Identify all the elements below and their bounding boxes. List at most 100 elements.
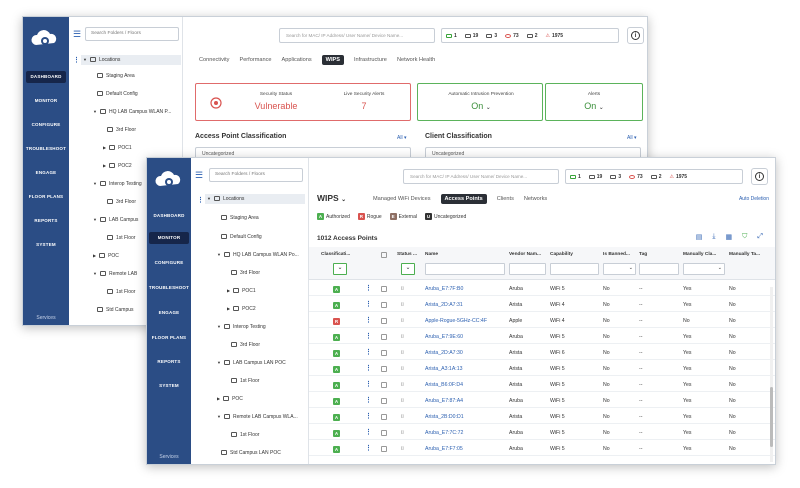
table-row[interactable]: A ⋮ ⌷ Arista_2B:D0:D1 Arista WiFi 5 No -- Yes No bbox=[309, 411, 775, 424]
ap-name-link[interactable]: Arista_2B:D0:D1 bbox=[425, 414, 464, 420]
row-checkbox[interactable] bbox=[381, 286, 387, 292]
nav-monitor[interactable]: MONITOR bbox=[34, 98, 58, 103]
row-menu-icon[interactable]: ⋮ bbox=[365, 445, 372, 452]
tree-node[interactable]: ▼ HQ LAB Campus WLAN P... bbox=[93, 109, 172, 115]
tree-node[interactable]: ▶ POC1 bbox=[227, 288, 256, 294]
row-menu-icon[interactable]: ⋮ bbox=[365, 349, 372, 356]
nav-floor-plans[interactable]: FLOOR PLANS bbox=[28, 194, 64, 199]
ap-name-link[interactable]: Aruba_E7:F7:05 bbox=[425, 446, 463, 452]
row-checkbox[interactable] bbox=[381, 334, 387, 340]
auto-deletion-link[interactable]: Auto Deletion bbox=[738, 196, 769, 202]
tree-node[interactable]: ▶ POC2 bbox=[103, 163, 132, 169]
tab-networks[interactable]: Networks bbox=[523, 196, 548, 202]
stat-threats[interactable]: 73 bbox=[505, 33, 519, 39]
row-menu-icon[interactable]: ⋮ bbox=[365, 429, 372, 436]
nav-configure[interactable]: CONFIGURE bbox=[31, 122, 61, 127]
ap-all-dropdown[interactable]: All ▾ bbox=[397, 135, 407, 141]
column-manually-classified[interactable]: Manually Cla... bbox=[683, 252, 717, 257]
client-all-dropdown[interactable]: All ▾ bbox=[627, 135, 637, 141]
ap-name-link[interactable]: Aruba_E7:7F:B0 bbox=[425, 286, 464, 292]
column-classification[interactable]: Classificati... bbox=[321, 252, 351, 257]
column-manually-tagged[interactable]: Manually Ta... bbox=[729, 252, 761, 257]
name-filter-input[interactable] bbox=[425, 263, 505, 275]
tree-node[interactable]: 1st Floor bbox=[231, 432, 259, 438]
ap-name-link[interactable]: Arista_2D:A7:30 bbox=[425, 350, 463, 356]
nav-reports[interactable]: REPORTS bbox=[34, 218, 58, 223]
table-row[interactable]: A ⋮ ⌷ Arista_2D:A7:30 Arista WiFi 6 No -- Yes No bbox=[309, 347, 775, 360]
nav-engage[interactable]: ENGAGE bbox=[35, 170, 57, 175]
tree-node[interactable]: Staging Area bbox=[97, 73, 135, 79]
nav-configure[interactable]: CONFIGURE bbox=[154, 260, 184, 265]
column-name[interactable]: Name bbox=[425, 252, 439, 257]
tree-node[interactable]: ▶ POC2 bbox=[227, 306, 256, 312]
services-link[interactable]: Services bbox=[159, 454, 179, 460]
stat-switches[interactable]: 19 bbox=[588, 174, 602, 180]
tab-connectivity[interactable]: Connectivity bbox=[199, 57, 230, 63]
row-checkbox[interactable] bbox=[381, 446, 387, 452]
table-row[interactable]: A ⋮ ⌷ Aruba_E7:87:A4 Aruba WiFi 5 No -- Yes No bbox=[309, 395, 775, 408]
nav-troubleshoot[interactable]: TROUBLESHOOT bbox=[148, 285, 190, 290]
folder-search-input[interactable]: Search Folders / Floors bbox=[85, 27, 179, 41]
tree-node[interactable]: ▶ POC bbox=[93, 253, 119, 259]
row-checkbox[interactable] bbox=[381, 414, 387, 420]
stat-servers[interactable]: 3 bbox=[610, 174, 621, 180]
table-row[interactable]: A ⋮ ⌷ Aruba_E7:7C:72 Aruba WiFi 5 No -- Yes No bbox=[309, 427, 775, 440]
tab-managed-wifi-devices[interactable]: Managed WiFi Devices bbox=[373, 196, 431, 202]
row-checkbox[interactable] bbox=[381, 382, 387, 388]
row-checkbox[interactable] bbox=[381, 398, 387, 404]
nav-monitor[interactable]: MONITOR bbox=[149, 232, 189, 244]
tab-network-health[interactable]: Network Health bbox=[396, 57, 436, 63]
stat-servers[interactable]: 3 bbox=[486, 33, 497, 39]
row-menu-icon[interactable]: ⋮ bbox=[365, 317, 372, 324]
tree-node[interactable]: Std Campus bbox=[97, 307, 134, 313]
columns-icon[interactable]: ▦ bbox=[725, 234, 733, 241]
info-button[interactable]: i bbox=[627, 27, 644, 44]
tree-node[interactable]: 1st Floor bbox=[231, 378, 259, 384]
column-tag[interactable]: Tag bbox=[639, 252, 648, 257]
tree-node[interactable]: ▼ Remote LAB bbox=[93, 271, 138, 277]
info-button[interactable]: i bbox=[751, 168, 768, 185]
tree-node[interactable]: 1st Floor bbox=[107, 235, 135, 241]
nav-engage[interactable]: ENGAGE bbox=[158, 310, 180, 315]
ap-name-link[interactable]: Aruba_E7:9E:60 bbox=[425, 334, 464, 340]
table-row[interactable]: A ⋮ ⌷ Aruba_E7:7F:B0 Aruba WiFi 5 No -- Yes No bbox=[309, 283, 775, 296]
tree-node-locations[interactable]: ▼ Locations bbox=[205, 194, 305, 204]
aip-toggle[interactable]: On ⌄ bbox=[471, 101, 491, 111]
column-status[interactable]: Status ... bbox=[397, 252, 417, 257]
nav-dashboard[interactable]: DASHBOARD bbox=[153, 213, 185, 218]
tree-node[interactable]: Default Config bbox=[221, 234, 262, 240]
row-menu-icon[interactable]: ⋮ bbox=[365, 285, 372, 292]
tab-infrastructure[interactable]: Infrastructure bbox=[353, 57, 387, 63]
capability-filter-input[interactable] bbox=[550, 263, 599, 275]
table-row[interactable]: A ⋮ ⌷ Arista_A3:1A:13 Arista WiFi 5 No -- Yes No bbox=[309, 363, 775, 376]
row-checkbox[interactable] bbox=[381, 430, 387, 436]
tree-node[interactable]: ▼ LAB Campus bbox=[93, 217, 139, 223]
tree-node[interactable]: 1st Floor bbox=[107, 289, 135, 295]
ap-name-link[interactable]: Arista_B6:0F:D4 bbox=[425, 382, 464, 388]
download-icon[interactable]: ⤓ bbox=[712, 233, 716, 240]
tree-node[interactable]: 3rd Floor bbox=[231, 270, 260, 276]
classification-filter[interactable]: ⌄ bbox=[333, 263, 347, 275]
live-alerts-value[interactable]: 7 bbox=[361, 101, 367, 111]
row-menu-icon[interactable]: ⋮ bbox=[365, 301, 372, 308]
tree-node[interactable]: ▶ POC1 bbox=[103, 145, 132, 151]
wips-title-dropdown[interactable]: WIPS ⌄ bbox=[317, 193, 347, 203]
tree-node[interactable]: 3rd Floor bbox=[107, 127, 136, 133]
row-menu-icon[interactable]: ⋮ bbox=[365, 413, 372, 420]
column-vendor[interactable]: Vendor Nam... bbox=[509, 252, 541, 257]
row-menu-icon[interactable]: ⋮ bbox=[365, 365, 372, 372]
ap-name-link[interactable]: Apple-Rogue-5GHz-CC:4F bbox=[425, 318, 487, 324]
tree-node[interactable]: Std Campus LAN POC bbox=[221, 450, 281, 456]
tree-node[interactable]: 3rd Floor bbox=[231, 342, 260, 348]
stat-switches[interactable]: 19 bbox=[464, 33, 478, 39]
row-menu-icon[interactable]: ⋮ bbox=[365, 381, 372, 388]
expand-icon[interactable]: ⤢ bbox=[757, 233, 763, 240]
row-checkbox[interactable] bbox=[381, 350, 387, 356]
services-link[interactable]: Services bbox=[36, 315, 56, 321]
table-row[interactable]: R ⋮ ⌷ Apple-Rogue-5GHz-CC:4F Apple WiFi 4 No --… bbox=[309, 315, 775, 328]
nav-system[interactable]: SYSTEM bbox=[36, 242, 56, 247]
status-filter[interactable]: ⌄ bbox=[401, 263, 415, 275]
row-menu-icon[interactable]: ⋮ bbox=[365, 397, 372, 404]
vendor-filter-input[interactable] bbox=[509, 263, 546, 275]
table-row[interactable]: A ⋮ ⌷ Arista_2D:A7:31 Arista WiFi 4 No -- Yes No bbox=[309, 299, 775, 312]
